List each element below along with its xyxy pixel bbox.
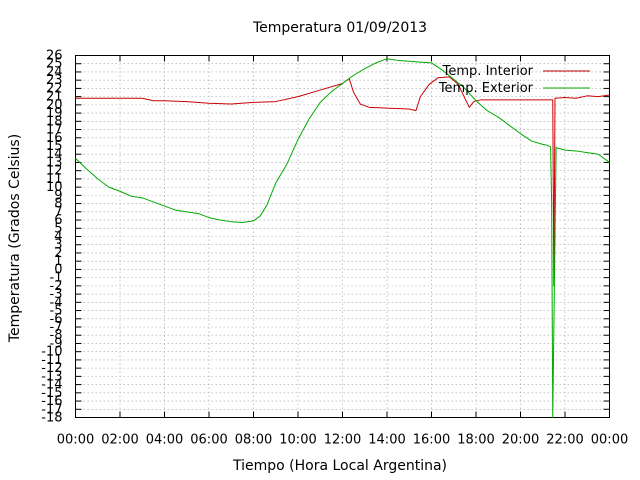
y-tick-label: 0	[54, 262, 62, 277]
x-tick-label: 22:00	[546, 433, 583, 448]
x-axis-label: Tiempo (Hora Local Argentina)	[232, 458, 447, 474]
y-tick-label: 2	[54, 246, 62, 261]
x-tick-label: 00:00	[57, 433, 94, 448]
series-line-exterior	[75, 58, 610, 418]
y-tick-label: 18	[46, 114, 63, 129]
y-tick-label: 26	[46, 49, 63, 64]
legend: Temp. Interior Temp. Exterior	[438, 64, 590, 96]
y-tick-label: 23	[46, 73, 63, 88]
y-tick-label: 16	[46, 131, 63, 146]
y-tick-label: 13	[46, 155, 63, 170]
x-tick-label: 08:00	[235, 433, 272, 448]
y-tick-label: -12	[41, 361, 62, 376]
y-tick-label: -9	[50, 336, 63, 351]
y-tick-label: -1	[50, 271, 63, 286]
y-tick-label: -10	[41, 345, 62, 360]
y-tick-label: 19	[46, 106, 63, 121]
series-line-interior	[75, 76, 610, 287]
y-tick-label: 7	[54, 205, 62, 220]
y-tick-label: -14	[41, 378, 62, 393]
x-tick-label: 18:00	[457, 433, 494, 448]
x-tick-labels: 00:00 02:00 04:00 06:00 08:00 10:00 12:00 14:00…	[57, 433, 628, 448]
y-tick-label: 5	[54, 221, 62, 236]
legend-label-interior: Temp. Interior	[442, 64, 534, 79]
x-tick-label: 12:00	[324, 433, 361, 448]
x-tick-label: 00:00	[591, 433, 628, 448]
y-tick-label: -2	[50, 279, 63, 294]
y-tick-label: 3	[54, 238, 62, 253]
y-tick-label: 10	[46, 180, 63, 195]
y-tick-label: -6	[50, 312, 63, 327]
y-tick-label: -17	[41, 402, 62, 417]
grid	[75, 55, 610, 418]
y-tick-label: -11	[41, 353, 62, 368]
y-tick-label: -3	[50, 287, 63, 302]
y-tick-label: 20	[46, 98, 63, 113]
x-tick-label: 14:00	[368, 433, 405, 448]
series-lines	[75, 58, 610, 418]
y-tick-label: 15	[46, 139, 63, 154]
x-tick-label: 16:00	[413, 433, 450, 448]
y-tick-label: 1	[54, 254, 62, 269]
y-tick-label: 25	[46, 57, 63, 72]
y-tick-labels: -18-17-16-15-14-13-12-11-10-9-8-7-6-5-4-…	[41, 49, 62, 426]
y-tick-label: 6	[54, 213, 62, 228]
x-tick-label: 10:00	[279, 433, 316, 448]
y-tick-label: 22	[46, 81, 63, 96]
y-tick-label: 11	[46, 172, 63, 187]
axis-ticks	[75, 55, 610, 418]
y-tick-label: -15	[41, 386, 62, 401]
y-tick-label: -18	[41, 411, 62, 426]
y-tick-label: -5	[50, 304, 63, 319]
y-tick-label: -4	[50, 295, 63, 310]
y-axis-label: Temperatura (Grados Celsius)	[7, 134, 23, 343]
y-tick-label: -16	[41, 394, 62, 409]
x-tick-label: 02:00	[101, 433, 138, 448]
y-tick-label: 24	[46, 65, 63, 80]
y-tick-label: 17	[46, 123, 63, 138]
y-tick-label: 14	[46, 147, 63, 162]
y-tick-label: -13	[41, 369, 62, 384]
y-tick-label: 21	[46, 90, 63, 105]
y-tick-label: -7	[50, 320, 63, 335]
x-tick-label: 06:00	[190, 433, 227, 448]
chart-title: Temperatura 01/09/2013	[252, 20, 427, 36]
legend-label-exterior: Temp. Exterior	[438, 81, 534, 96]
x-tick-label: 04:00	[146, 433, 183, 448]
y-tick-label: 9	[54, 188, 62, 203]
y-tick-label: -8	[50, 328, 63, 343]
y-tick-label: 8	[54, 197, 62, 212]
y-tick-label: 4	[54, 230, 62, 245]
y-tick-label: 12	[46, 164, 63, 179]
x-tick-label: 20:00	[502, 433, 539, 448]
